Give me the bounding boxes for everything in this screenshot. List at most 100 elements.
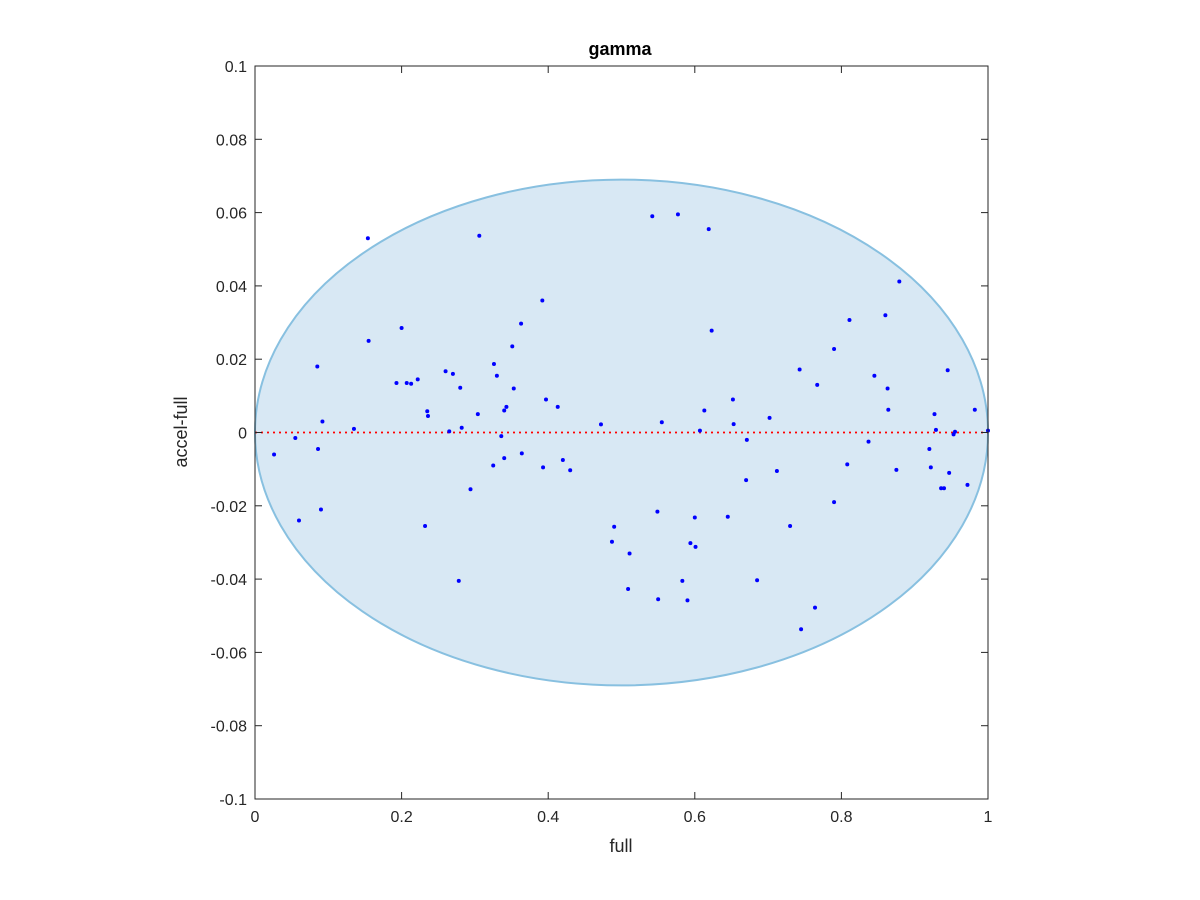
data-point bbox=[494, 373, 499, 378]
data-point bbox=[813, 605, 818, 610]
data-point bbox=[627, 551, 632, 556]
data-point bbox=[365, 236, 370, 241]
data-point bbox=[883, 313, 888, 318]
data-point bbox=[675, 212, 680, 217]
data-point bbox=[832, 346, 837, 351]
data-point bbox=[519, 451, 524, 456]
data-point bbox=[709, 328, 714, 333]
x-axis-ticks: 0 0.2 0.4 0.6 0.8 1 bbox=[251, 66, 993, 826]
data-point bbox=[296, 518, 301, 523]
data-point bbox=[847, 317, 852, 322]
data-point bbox=[894, 467, 899, 472]
data-point bbox=[933, 427, 938, 432]
data-point bbox=[475, 412, 480, 417]
data-point bbox=[692, 515, 697, 520]
data-point bbox=[659, 420, 664, 425]
data-point bbox=[685, 598, 690, 603]
data-point bbox=[394, 381, 399, 386]
data-point bbox=[409, 381, 414, 386]
x-tick-label: 0.2 bbox=[390, 809, 412, 826]
data-point bbox=[456, 578, 461, 583]
data-point bbox=[972, 407, 977, 412]
data-point bbox=[540, 298, 545, 303]
data-point bbox=[468, 487, 473, 492]
data-point bbox=[316, 446, 321, 451]
data-point bbox=[502, 408, 507, 413]
data-point bbox=[730, 397, 735, 402]
data-point bbox=[320, 419, 325, 424]
data-point bbox=[366, 338, 371, 343]
data-point bbox=[519, 321, 524, 326]
data-point bbox=[897, 279, 902, 284]
data-point bbox=[725, 514, 730, 519]
data-point bbox=[450, 371, 455, 376]
data-point bbox=[423, 523, 428, 528]
data-point bbox=[866, 439, 871, 444]
x-tick-label: 0.8 bbox=[830, 809, 852, 826]
data-point bbox=[939, 486, 944, 491]
data-point bbox=[568, 468, 573, 473]
data-point bbox=[502, 456, 507, 461]
data-point bbox=[272, 452, 277, 457]
data-point bbox=[788, 523, 793, 528]
data-point bbox=[477, 233, 482, 238]
data-point bbox=[953, 429, 958, 434]
data-point bbox=[318, 507, 323, 512]
data-point bbox=[832, 500, 837, 505]
data-point bbox=[425, 409, 430, 414]
data-point bbox=[458, 385, 463, 390]
data-point bbox=[799, 627, 804, 632]
data-point bbox=[510, 344, 515, 349]
y-axis-ticks: 0.1 0.08 0.06 0.04 0.02 0 -0.02 -0.04 -0.06 -0.08… bbox=[211, 59, 988, 809]
data-point bbox=[626, 586, 631, 591]
y-tick-label: -0.04 bbox=[211, 572, 248, 589]
data-point bbox=[744, 478, 749, 483]
data-point bbox=[404, 381, 409, 386]
y-tick-label: 0.1 bbox=[225, 59, 247, 76]
data-point bbox=[544, 397, 549, 402]
data-point bbox=[965, 482, 970, 487]
data-point bbox=[541, 465, 546, 470]
data-point bbox=[491, 463, 496, 468]
data-point bbox=[447, 429, 452, 434]
data-point bbox=[650, 214, 655, 219]
data-point bbox=[560, 457, 565, 462]
x-tick-label: 0.4 bbox=[537, 809, 559, 826]
data-point bbox=[755, 578, 760, 583]
data-point bbox=[612, 524, 617, 529]
y-tick-label: 0.02 bbox=[216, 352, 247, 369]
data-point bbox=[693, 544, 698, 549]
data-point bbox=[415, 377, 420, 382]
data-point bbox=[706, 227, 711, 232]
data-point bbox=[702, 408, 707, 413]
data-point bbox=[815, 382, 820, 387]
y-tick-label: -0.08 bbox=[211, 719, 248, 736]
y-axis-label: accel-full bbox=[171, 396, 191, 467]
data-point bbox=[942, 486, 947, 491]
data-point bbox=[491, 361, 496, 366]
data-point bbox=[656, 597, 661, 602]
y-tick-label: -0.06 bbox=[211, 645, 248, 662]
data-point bbox=[744, 437, 749, 442]
data-point bbox=[315, 364, 320, 369]
data-point bbox=[885, 386, 890, 391]
data-points-layer bbox=[272, 212, 990, 632]
data-point bbox=[797, 367, 802, 372]
x-tick-label: 1 bbox=[984, 809, 993, 826]
data-point bbox=[767, 415, 772, 420]
data-point bbox=[399, 326, 404, 331]
data-point bbox=[947, 470, 952, 475]
data-point bbox=[872, 373, 877, 378]
x-axis-label: full bbox=[609, 836, 632, 856]
data-point bbox=[688, 541, 693, 546]
chart-title: gamma bbox=[588, 39, 652, 59]
data-point bbox=[886, 407, 891, 412]
data-point bbox=[680, 578, 685, 583]
data-point bbox=[845, 462, 850, 467]
data-point bbox=[731, 422, 736, 427]
y-tick-label: 0.08 bbox=[216, 132, 247, 149]
x-tick-label: 0.6 bbox=[684, 809, 706, 826]
data-point bbox=[774, 468, 779, 473]
data-point bbox=[609, 539, 614, 544]
